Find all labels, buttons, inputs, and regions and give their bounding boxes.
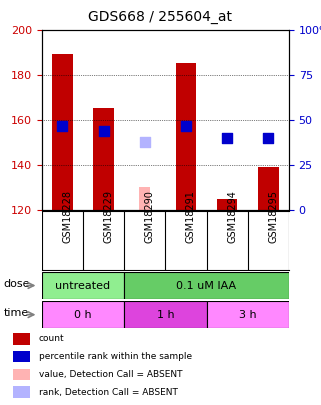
Text: GSM18291: GSM18291 [186, 190, 196, 243]
Bar [206, 301, 289, 328]
Text: GSM18294: GSM18294 [227, 190, 237, 243]
Bar [258, 167, 279, 210]
Text: 1 h: 1 h [157, 310, 174, 320]
Bar [13, 386, 30, 398]
Text: GSM18295: GSM18295 [268, 190, 278, 243]
Text: GSM18229: GSM18229 [103, 190, 114, 243]
Bar [124, 301, 206, 328]
Text: count: count [39, 335, 64, 343]
Text: GSM18228: GSM18228 [62, 190, 72, 243]
Point [142, 139, 147, 145]
Text: rank, Detection Call = ABSENT: rank, Detection Call = ABSENT [39, 388, 178, 396]
Point [266, 134, 271, 141]
Bar [93, 109, 114, 210]
Text: 0.1 uM IAA: 0.1 uM IAA [177, 281, 237, 290]
Point [60, 123, 65, 130]
Bar [13, 333, 30, 345]
Text: 3 h: 3 h [239, 310, 256, 320]
Text: percentile rank within the sample: percentile rank within the sample [39, 352, 192, 361]
Bar [217, 198, 238, 210]
Point [225, 134, 230, 141]
Bar [139, 187, 150, 210]
Text: dose: dose [3, 279, 30, 289]
Text: GSM18290: GSM18290 [145, 190, 155, 243]
Text: GDS668 / 255604_at: GDS668 / 255604_at [89, 10, 232, 24]
Bar [13, 369, 30, 380]
Text: time: time [3, 308, 29, 318]
Bar [52, 54, 73, 210]
Bar [176, 63, 196, 210]
Text: value, Detection Call = ABSENT: value, Detection Call = ABSENT [39, 370, 182, 379]
Text: untreated: untreated [55, 281, 110, 290]
Text: 0 h: 0 h [74, 310, 92, 320]
Point [183, 123, 188, 130]
Bar [42, 272, 124, 299]
Point [101, 128, 106, 134]
Bar [42, 301, 124, 328]
Bar [124, 272, 289, 299]
Bar [13, 351, 30, 362]
